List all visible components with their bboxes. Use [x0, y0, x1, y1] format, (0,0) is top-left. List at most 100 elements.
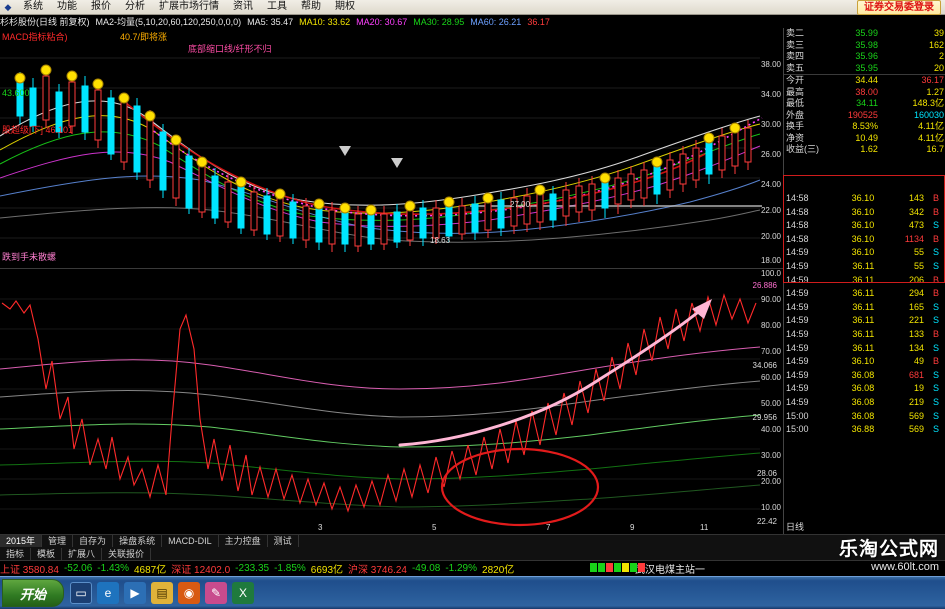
- tick-time: 15:00: [786, 410, 809, 421]
- status-item-4: 深证 12402.0: [171, 565, 231, 576]
- candlestick-pane[interactable]: MACD指标粘合) 40.7/即将涨 底部缩口线/纤形不归 43.600 股超级…: [0, 28, 783, 268]
- oscillator-pane[interactable]: 100.0 90.00 80.00 70.00 60.00 50.00 40.0…: [0, 269, 783, 534]
- quote-panel[interactable]: 卖二 35.99 39 卖三 35.98 162 卖四 35.96 2 卖五 3…: [783, 28, 945, 534]
- firefox-icon[interactable]: ◉: [178, 582, 200, 604]
- tab-template[interactable]: 模板: [31, 547, 63, 560]
- watermark-title: 乐淘公式网: [838, 539, 939, 561]
- tab-saveas[interactable]: 自存为: [73, 535, 114, 547]
- paint-icon[interactable]: ✎: [205, 582, 227, 604]
- level-price-2: 35.96: [855, 51, 878, 61]
- tick-row[interactable]: 14:59 36.11 134 S: [784, 342, 945, 356]
- tab-main-force[interactable]: 主力控盘: [219, 535, 268, 547]
- tick-list[interactable]: 14:58 36.10 143 B 14:58 36.10 342 B 14:5…: [784, 192, 945, 532]
- level-vol-3: 20: [933, 62, 944, 73]
- tick-row[interactable]: 15:00 36.88 569 S: [784, 423, 945, 437]
- tab-trading-system[interactable]: 操盘系统: [113, 535, 163, 547]
- start-button[interactable]: 开始: [2, 579, 64, 607]
- tick-price: 36.10: [851, 356, 875, 367]
- tick-row[interactable]: 14:59 36.08 19 S: [784, 382, 945, 396]
- level-label-2: 卖四: [786, 51, 805, 61]
- tick-time: 14:58: [786, 193, 809, 203]
- tick-row[interactable]: 14:59 36.08 681 S: [784, 369, 945, 383]
- period-label[interactable]: 日线: [786, 522, 805, 532]
- tick-row[interactable]: 14:59 36.11 221 S: [784, 314, 945, 328]
- top-annotation-1: 40.7/即将涨: [120, 32, 168, 42]
- tab-indicator[interactable]: 指标: [0, 547, 32, 560]
- ma-formula: MA2-均量(5,10,20,60,120,250,0,0,0): [95, 17, 242, 27]
- tab-test[interactable]: 测试: [268, 535, 299, 547]
- stat-inner: 160030: [913, 109, 944, 120]
- tick-side: B: [933, 193, 940, 203]
- tick-row[interactable]: 14:58 36.10 143 B: [784, 192, 945, 206]
- xtick-11: 11: [700, 523, 709, 532]
- menu-item-help[interactable]: 帮助: [301, 1, 321, 12]
- level-price-1: 35.98: [855, 39, 878, 50]
- excel-icon[interactable]: X: [232, 582, 254, 604]
- tabs-row-2[interactable]: 指标 模板 扩展八 关联报价: [0, 547, 945, 560]
- menu-item-options[interactable]: 期权: [335, 1, 355, 12]
- tick-row[interactable]: 14:59 36.11 133 B: [784, 328, 945, 342]
- tick-vol: 294: [909, 288, 925, 299]
- orderbook-row[interactable]: 卖四 35.96 2: [784, 51, 945, 63]
- stat-value-eps: 1.62: [860, 144, 878, 154]
- login-button[interactable]: 证券交易委登录: [857, 0, 941, 15]
- tick-side: S: [933, 369, 940, 380]
- tick-row[interactable]: 14:58 36.10 473 S: [784, 219, 945, 233]
- tick-row[interactable]: 14:59 36.10 49 B: [784, 355, 945, 369]
- quick-launch-bar[interactable]: ▭ e ▶ ▤ ◉ ✎ X: [70, 582, 254, 604]
- tick-row[interactable]: 14:58 36.10 342 B: [784, 206, 945, 220]
- stat-row: 最高 38.00 1.27: [784, 87, 945, 99]
- tick-side: S: [933, 247, 940, 258]
- stat-value-netasset: 10.49: [855, 132, 878, 143]
- tabs-row-1[interactable]: 2015年 管理 自存为 操盘系统 MACD-DIL 主力控盘 测试: [0, 534, 945, 547]
- tab-extend[interactable]: 扩展八: [62, 547, 103, 560]
- tick-row[interactable]: 14:59 36.10 55 S: [784, 246, 945, 260]
- tick-time: 14:59: [786, 342, 809, 353]
- tick-side: S: [933, 342, 940, 353]
- orderbook-row[interactable]: 卖二 35.99 39: [784, 28, 945, 40]
- menu-item-news[interactable]: 资讯: [233, 1, 253, 12]
- block-0: [590, 563, 597, 572]
- stat-label-high: 最高: [786, 86, 805, 97]
- tick-side: S: [933, 260, 940, 271]
- menu-item-extmarket[interactable]: 扩展市场行情: [159, 1, 219, 12]
- tick-row[interactable]: 14:59 36.11 165 S: [784, 301, 945, 315]
- menu-item-function[interactable]: 功能: [57, 1, 77, 12]
- chart-area[interactable]: MACD指标粘合) 40.7/即将涨 底部缩口线/纤形不归 43.600 股超级…: [0, 28, 783, 534]
- tab-manage[interactable]: 管理: [42, 535, 74, 547]
- tab-macd-dil[interactable]: MACD-DIL: [162, 535, 219, 547]
- tick-price: 36.08: [851, 396, 875, 407]
- tick-price: 36.11: [852, 301, 875, 312]
- stat-row: 外盘 190525 160030: [784, 110, 945, 122]
- ie-browser-icon[interactable]: e: [97, 582, 119, 604]
- ytick-20: 20.00: [760, 232, 781, 241]
- folder-icon[interactable]: ▤: [151, 582, 173, 604]
- stat-value-turnover: 8.53%: [852, 121, 878, 131]
- menu-item-quote[interactable]: 报价: [91, 1, 111, 12]
- taskbar[interactable]: 开始 ▭ e ▶ ▤ ◉ ✎ X: [0, 576, 945, 609]
- tab-linked-quote[interactable]: 关联报价: [102, 547, 152, 560]
- watermark-url: www.60lt.com: [871, 560, 939, 573]
- stat-row: 今开 34.44 36.17: [784, 75, 945, 87]
- show-desktop-icon[interactable]: ▭: [70, 582, 92, 604]
- menu-item-tools[interactable]: 工具: [267, 1, 287, 12]
- tab-2015[interactable]: 2015年: [0, 535, 43, 547]
- tick-row[interactable]: 14:59 36.11 294 B: [784, 287, 945, 301]
- top-annotation-2: 底部缩口线/纤形不归: [188, 44, 272, 54]
- tick-row[interactable]: 15:00 36.08 569 S: [784, 410, 945, 424]
- green-label: 43.600: [2, 88, 30, 98]
- tick-price: 36.10: [851, 233, 875, 244]
- tick-price: 36.11: [852, 260, 875, 271]
- menu-item-system[interactable]: 系统: [23, 1, 43, 12]
- orderbook-row[interactable]: 卖五 35.95 20: [784, 63, 945, 75]
- media-player-icon[interactable]: ▶: [124, 582, 146, 604]
- orderbook-row[interactable]: 卖三 35.98 162: [784, 40, 945, 52]
- block-4: [622, 563, 629, 572]
- tick-row[interactable]: 14:58 36.10 1134 B: [784, 233, 945, 247]
- menu-item-analysis[interactable]: 分析: [125, 1, 145, 12]
- tick-row[interactable]: 14:59 36.11 206 B: [784, 274, 945, 288]
- tick-price: 36.11: [852, 288, 875, 299]
- tick-row[interactable]: 14:59 36.11 55 S: [784, 260, 945, 274]
- tick-row[interactable]: 14:59 36.08 219 S: [784, 396, 945, 410]
